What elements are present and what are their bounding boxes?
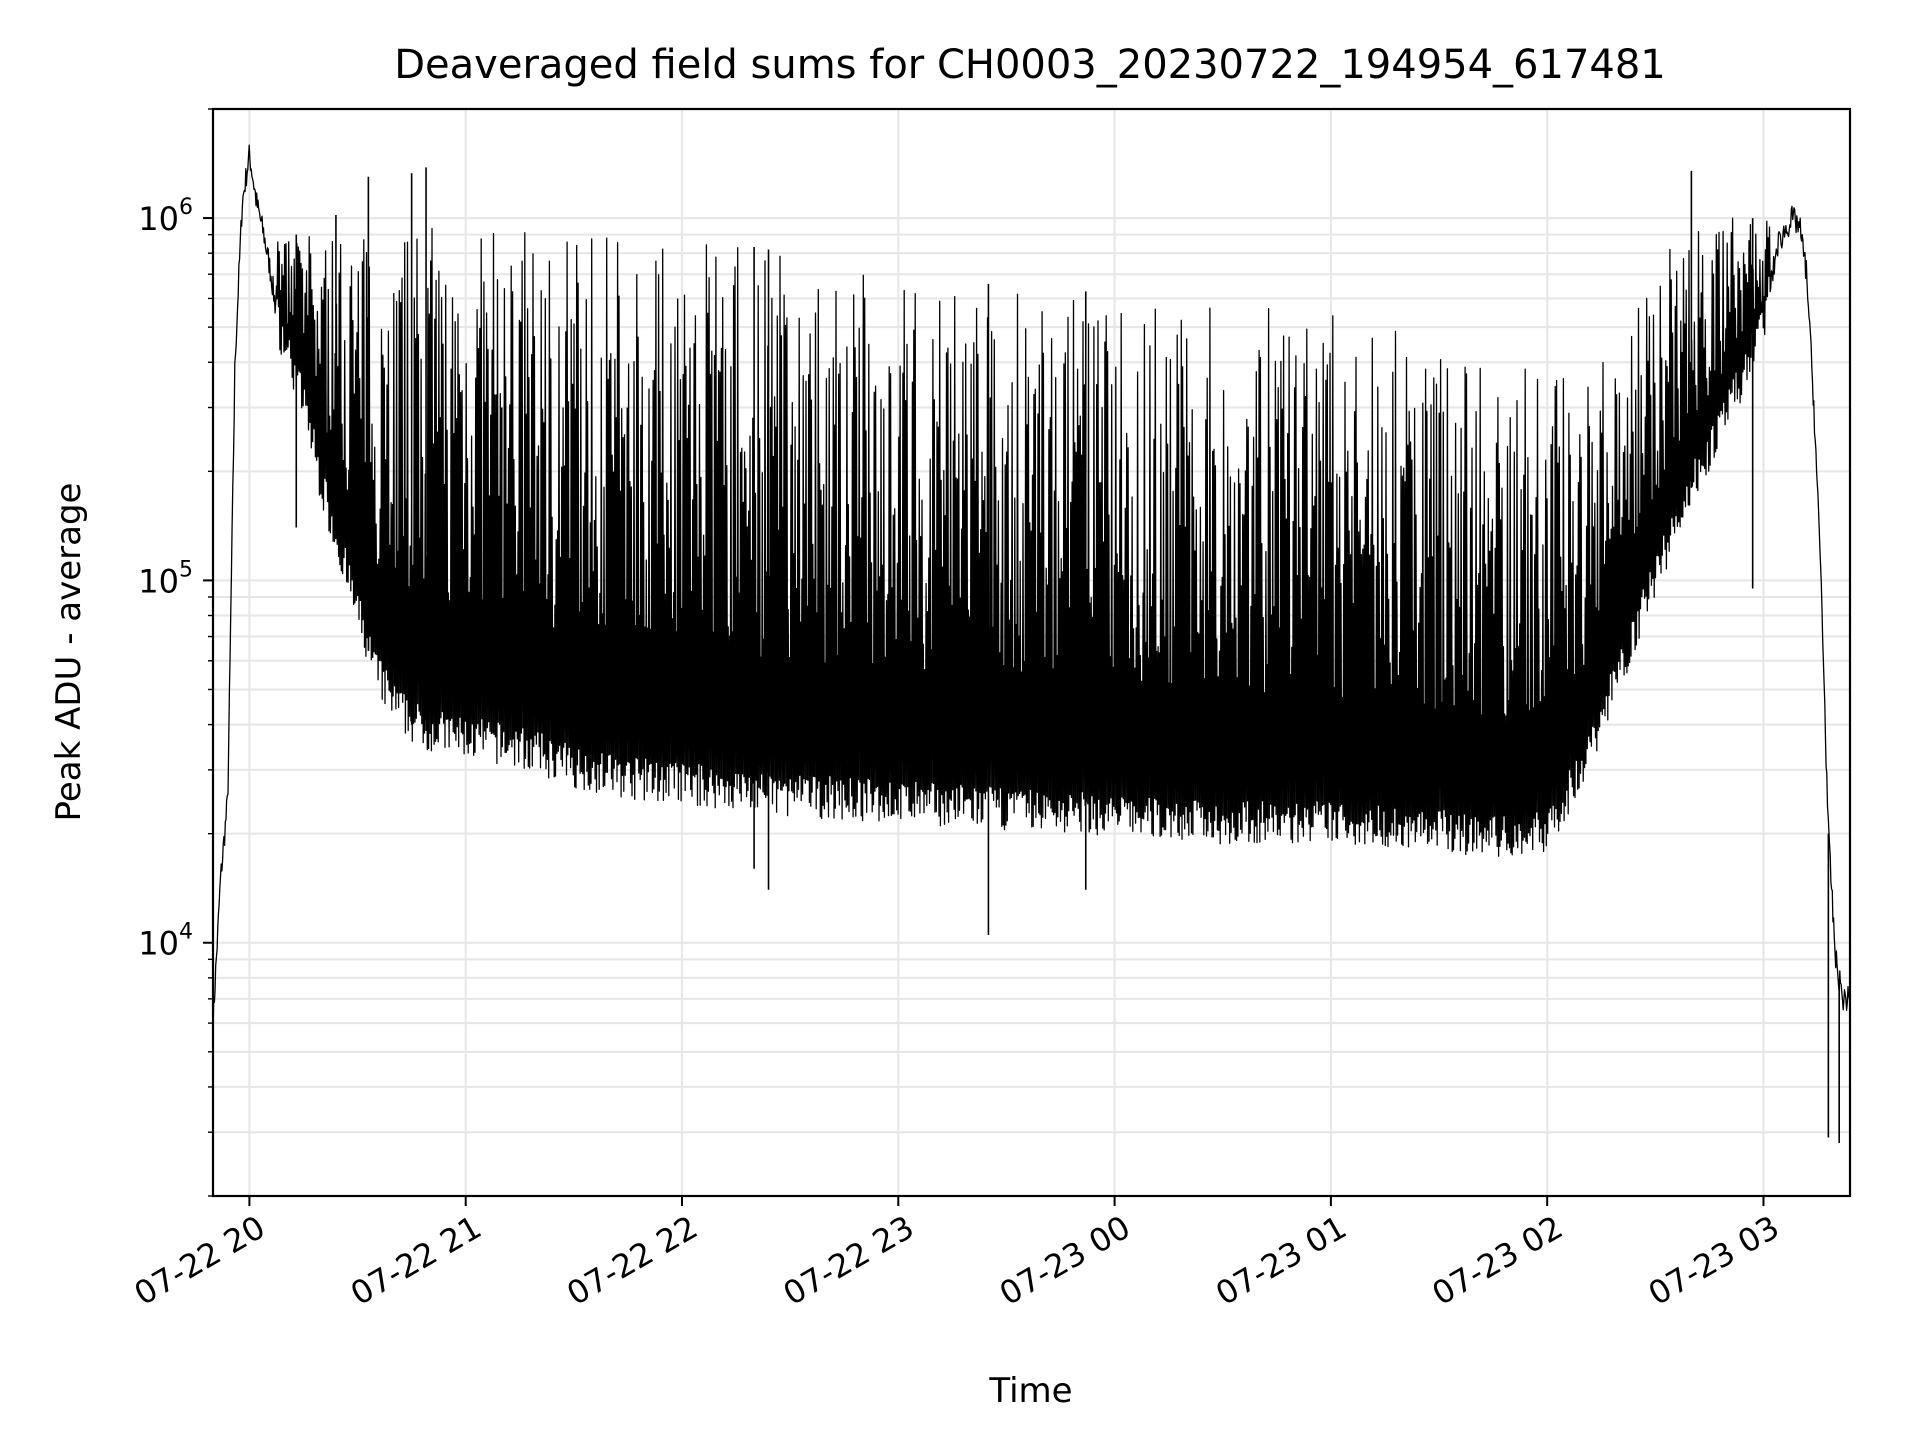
y-tick-label: 105 — [138, 557, 193, 600]
x-tick-label: 07-23 03 — [1642, 1208, 1786, 1313]
plot-area — [212, 144, 1851, 1144]
x-tick-label: 07-23 02 — [1426, 1208, 1570, 1313]
x-tick-label: 07-22 22 — [560, 1208, 704, 1313]
y-axis-label: Peak ADU - average — [49, 483, 89, 822]
x-tick-label: 07-22 21 — [344, 1208, 488, 1313]
y-tick-label: 104 — [138, 920, 193, 963]
x-tick-label: 07-22 23 — [777, 1208, 921, 1313]
y-tick-label: 106 — [138, 195, 193, 238]
x-tick-label: 07-23 00 — [993, 1208, 1137, 1313]
chart-title: Deaveraged field sums for CH0003_2023072… — [394, 42, 1666, 88]
series-line — [212, 144, 1851, 1036]
plot-frame — [211, 107, 1852, 1198]
x-tick-label: 07-23 01 — [1209, 1208, 1353, 1313]
x-tick-label: 07-22 20 — [128, 1208, 272, 1313]
x-axis-label: Time — [988, 1371, 1072, 1411]
